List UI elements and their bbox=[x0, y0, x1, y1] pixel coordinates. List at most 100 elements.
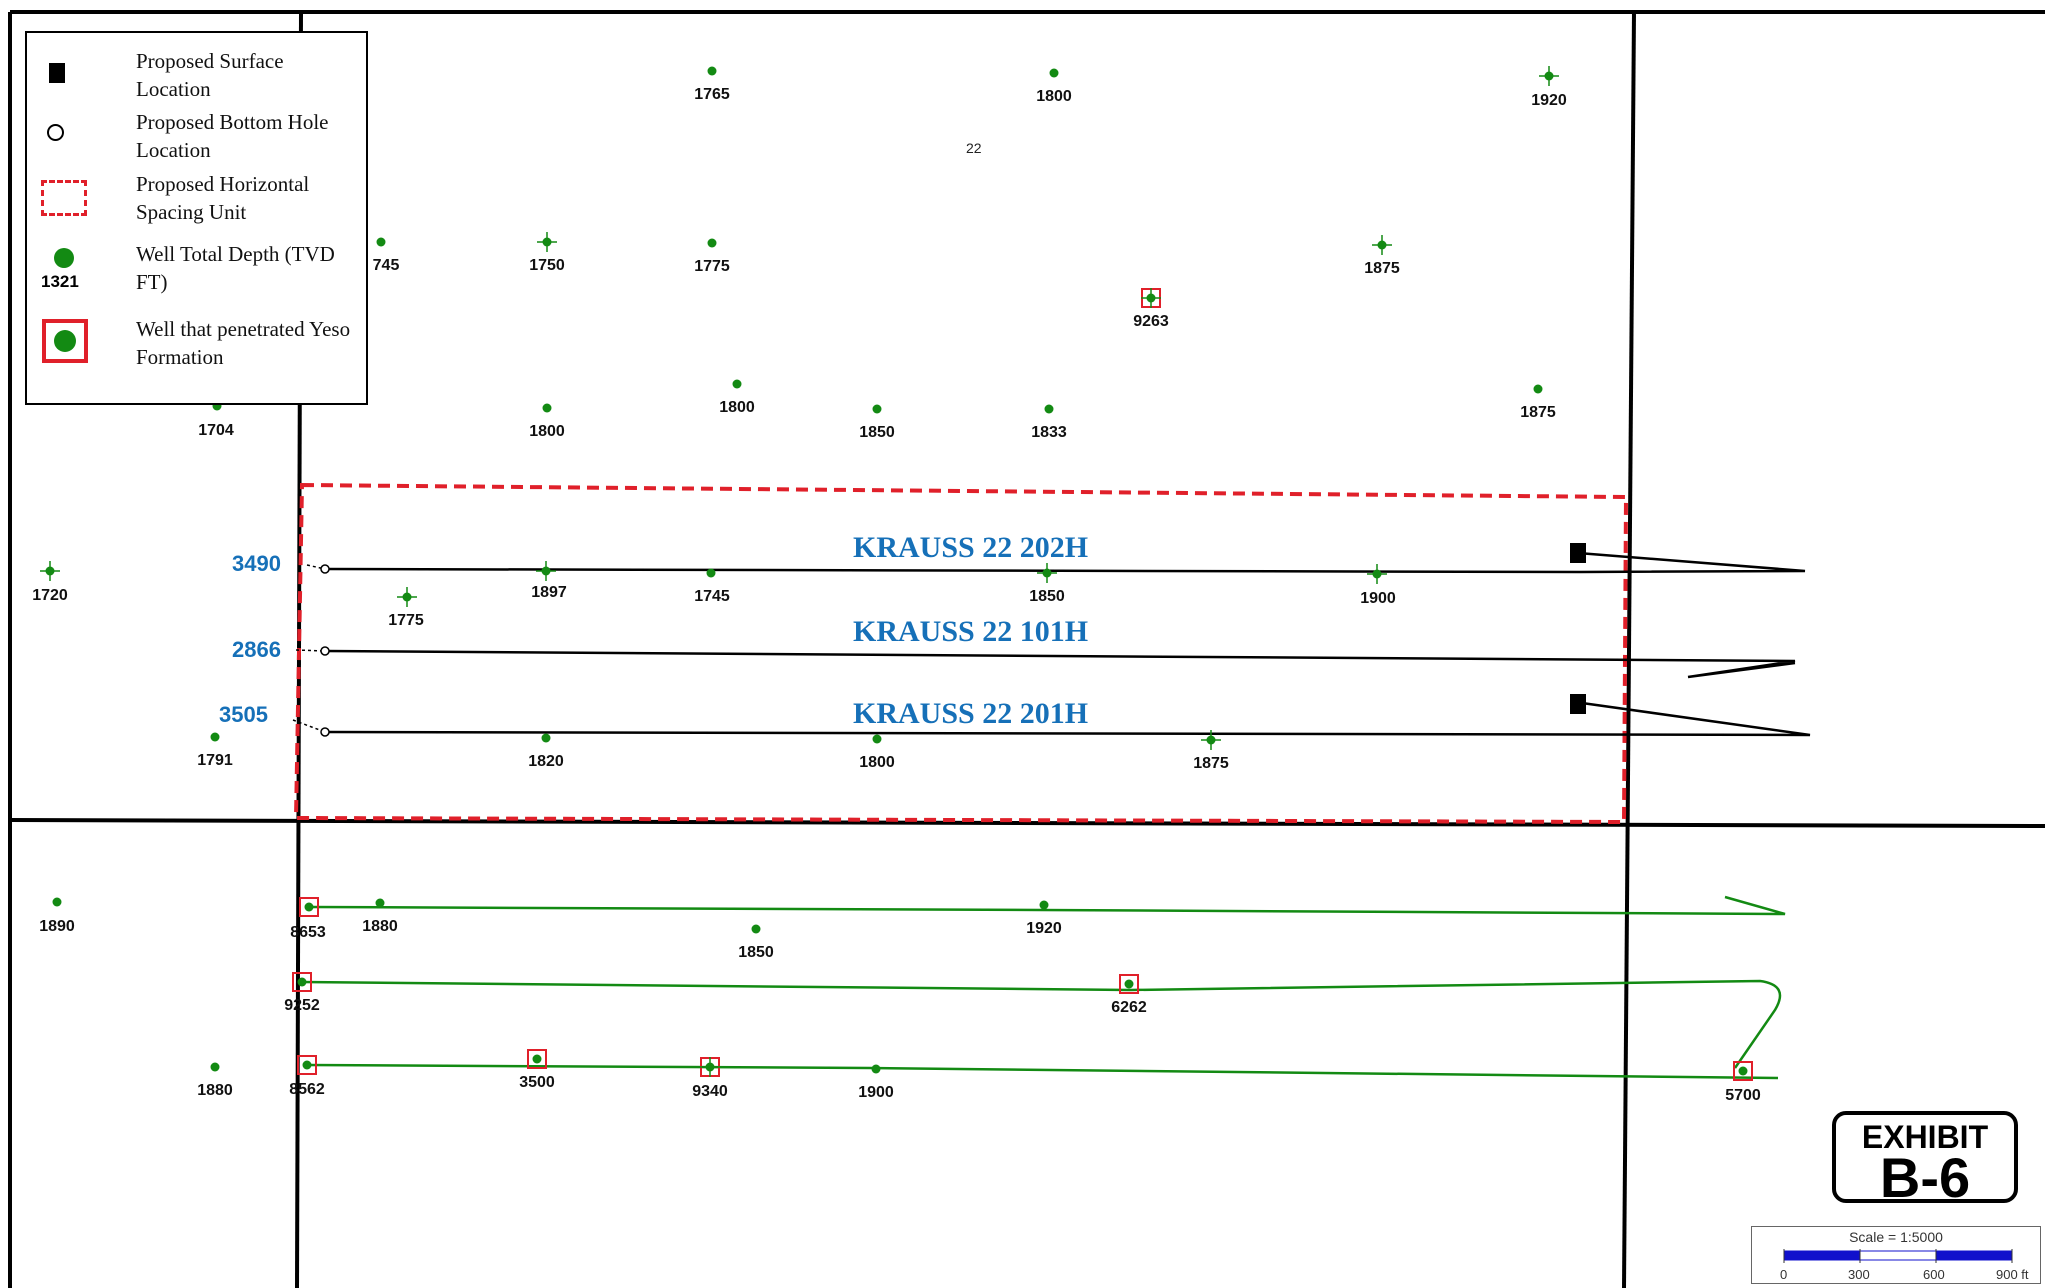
dashed-rectangle-icon bbox=[41, 178, 101, 226]
section-number: 22 bbox=[966, 140, 982, 156]
well-name-201h: KRAUSS 22 201H bbox=[853, 697, 1088, 730]
well-marker: 1897 bbox=[531, 561, 567, 601]
well-depth-label: 6262 bbox=[1111, 999, 1147, 1016]
well-dot bbox=[1146, 293, 1156, 303]
well-marker: 1900 bbox=[1360, 564, 1396, 607]
lateral-202h bbox=[324, 551, 1806, 574]
well-depth-label: 8653 bbox=[290, 924, 326, 941]
existing-laterals bbox=[301, 895, 1786, 1080]
well-depth-label: 1897 bbox=[531, 584, 567, 601]
well-dot bbox=[402, 592, 412, 602]
well-marker: 745 bbox=[373, 237, 399, 274]
lateral-101h bbox=[324, 649, 1796, 679]
well-marker: 1775 bbox=[694, 238, 730, 275]
well-dot bbox=[52, 897, 62, 907]
legend-item-bottom-hole: Proposed Bottom Hole Location bbox=[27, 108, 367, 168]
legend-item-yeso: Well that penetrated Yeso Formation bbox=[27, 315, 367, 377]
well-marker: 9252 bbox=[284, 972, 320, 1014]
green-dot-red-box-icon bbox=[41, 317, 101, 365]
well-dot bbox=[732, 379, 742, 389]
well-marker: 1880 bbox=[362, 898, 398, 935]
well-dot bbox=[871, 1064, 881, 1074]
well-depth-label: 3500 bbox=[519, 1074, 555, 1091]
well-dot bbox=[1206, 735, 1216, 745]
well-depth-label: 1800 bbox=[859, 754, 895, 771]
well-marker: 1900 bbox=[858, 1064, 894, 1101]
well-marker: 1833 bbox=[1031, 404, 1067, 441]
well-depth-label: 9340 bbox=[692, 1083, 728, 1100]
well-dot bbox=[375, 898, 385, 908]
well-marker: 1800 bbox=[859, 734, 895, 771]
well-dot bbox=[210, 732, 220, 742]
bottom-hole-202h bbox=[320, 564, 330, 574]
scale-graphic bbox=[1783, 1249, 2013, 1263]
well-marker: 1765 bbox=[694, 66, 730, 103]
well-dot bbox=[705, 1062, 715, 1072]
well-depth-label: 1775 bbox=[388, 612, 424, 629]
well-dot bbox=[1533, 384, 1543, 394]
surface-location-202h bbox=[1570, 543, 1586, 563]
yeso-box bbox=[297, 1055, 317, 1075]
green-dot-icon: 1321 bbox=[41, 242, 121, 312]
well-depth-label: 1850 bbox=[738, 944, 774, 961]
well-dot bbox=[304, 902, 314, 912]
well-dot bbox=[707, 66, 717, 76]
surface-location-201h bbox=[1570, 694, 1586, 714]
well-depth-label: 1875 bbox=[1364, 260, 1400, 277]
well-marker: 1890 bbox=[39, 897, 75, 935]
well-depth-label: 9252 bbox=[284, 997, 320, 1014]
well-depth-label: 5700 bbox=[1725, 1087, 1761, 1104]
yeso-box bbox=[292, 972, 312, 992]
well-dot bbox=[1738, 1066, 1748, 1076]
exhibit-number: B-6 bbox=[1879, 1146, 1971, 1209]
well-depth-label: 1920 bbox=[1026, 920, 1062, 937]
well-depth-label: 1704 bbox=[198, 422, 234, 439]
well-name-101h: KRAUSS 22 101H bbox=[853, 615, 1088, 648]
well-marker: 1800 bbox=[719, 379, 755, 416]
scale-tick: 900 ft bbox=[1996, 1267, 2029, 1282]
yeso-box bbox=[527, 1049, 547, 1069]
well-depth-label: 1800 bbox=[719, 399, 755, 416]
yeso-box bbox=[1733, 1061, 1753, 1081]
well-depth-label: 1900 bbox=[1360, 590, 1396, 607]
well-dot bbox=[532, 1054, 542, 1064]
well-depth-label: 1775 bbox=[694, 258, 730, 275]
well-dot bbox=[302, 1060, 312, 1070]
md-label-202h: 3490 bbox=[232, 551, 281, 576]
well-name-202h: KRAUSS 22 202H bbox=[853, 531, 1088, 564]
well-dot bbox=[1372, 569, 1382, 579]
well-marker: 3500 bbox=[519, 1049, 555, 1091]
well-marker: 1880 bbox=[197, 1062, 233, 1099]
well-marker: 1920 bbox=[1531, 66, 1567, 109]
well-dot bbox=[706, 568, 716, 578]
well-depth-label: 1745 bbox=[694, 588, 730, 605]
well-marker: 1875 bbox=[1364, 235, 1400, 277]
yeso-box bbox=[299, 897, 319, 917]
well-depth-label: 1875 bbox=[1193, 755, 1229, 772]
well-marker: 1800 bbox=[529, 403, 565, 440]
well-marker: 1704 bbox=[198, 401, 234, 439]
well-marker: 1775 bbox=[388, 587, 424, 629]
well-marker: 1875 bbox=[1520, 384, 1556, 421]
lateral-201h bbox=[324, 701, 1811, 737]
well-depth-label: 9263 bbox=[1133, 313, 1169, 330]
scale-bar: Scale = 1:5000 0 300 600 900 ft bbox=[1751, 1226, 2041, 1284]
legend: Proposed Surface Location Proposed Botto… bbox=[25, 31, 368, 405]
well-depth-label: 1720 bbox=[32, 587, 68, 604]
well-marker: 1920 bbox=[1026, 900, 1062, 937]
scale-tick: 300 bbox=[1848, 1267, 1870, 1282]
well-dot bbox=[707, 238, 717, 248]
well-marker: 8562 bbox=[289, 1055, 325, 1098]
well-dot bbox=[1049, 68, 1059, 78]
well-marker: 1745 bbox=[694, 568, 730, 605]
proposed-laterals bbox=[292, 551, 1811, 737]
md-label-101h: 2866 bbox=[232, 637, 281, 662]
well-depth-label: 1750 bbox=[529, 257, 565, 274]
well-depth-label: 1890 bbox=[39, 918, 75, 935]
black-square-icon bbox=[41, 51, 101, 99]
well-depth-label: 1800 bbox=[529, 423, 565, 440]
wells-layer: 1765 1800 1920 745 1750 1775 1875 9263 1704 1800 1… bbox=[32, 66, 1761, 1104]
well-marker: 1750 bbox=[529, 232, 565, 274]
well-dot bbox=[542, 403, 552, 413]
